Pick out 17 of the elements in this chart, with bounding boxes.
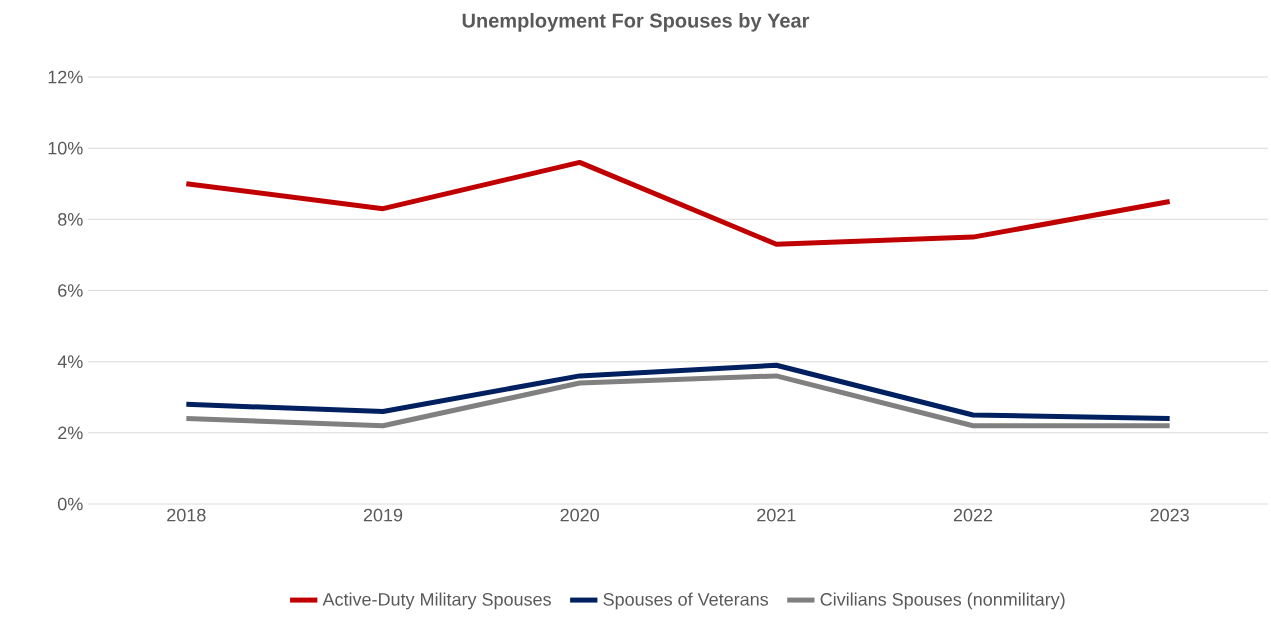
y-tick-label: 0% xyxy=(57,497,83,511)
y-tick-label: 4% xyxy=(57,355,83,368)
y-tick-label: 2% xyxy=(58,426,83,440)
x-tick-label: 2021 xyxy=(757,508,796,522)
legend-label: Active-Duty Military Spouses xyxy=(322,592,551,610)
y-tick-label: 12% xyxy=(48,70,83,84)
x-tick-label: 2019 xyxy=(363,508,403,522)
x-tick-label: 2018 xyxy=(167,508,206,522)
x-tick-label: 2022 xyxy=(953,508,993,522)
y-tick-label: 10% xyxy=(48,141,83,155)
x-tick-label: 2020 xyxy=(560,508,599,522)
legend-label: Spouses of Veterans xyxy=(603,592,769,610)
chart-title: Unemployment For Spouses by Year xyxy=(462,13,810,32)
y-tick-label: 8% xyxy=(58,212,83,226)
legend-label: Civilians Spouses (nonmilitary) xyxy=(820,592,1065,610)
y-tick-label: 6% xyxy=(58,284,83,297)
x-tick-label: 2023 xyxy=(1150,508,1189,522)
